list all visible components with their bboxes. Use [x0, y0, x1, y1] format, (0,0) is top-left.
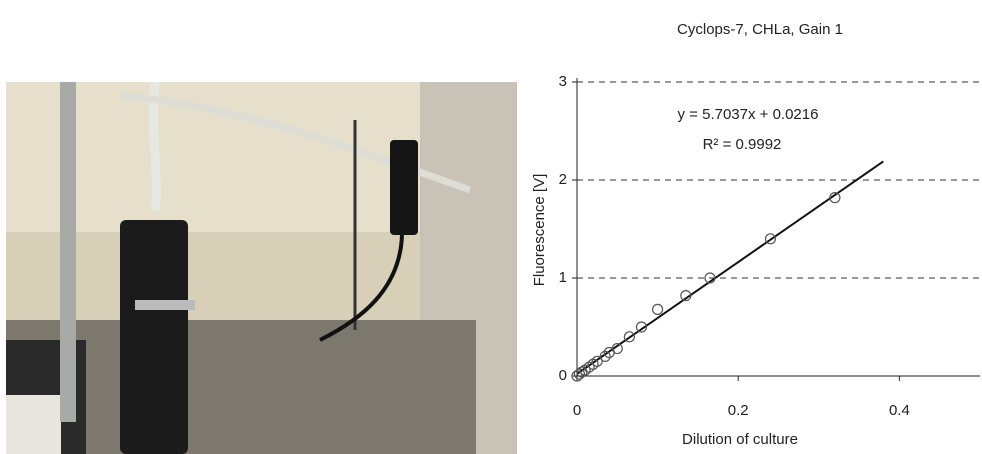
photo-sensor — [120, 220, 188, 454]
point — [599, 350, 611, 362]
point — [680, 290, 692, 302]
y-tick-label: 2 — [559, 171, 567, 188]
chart-title: Cyclops-7, CHLa, Gain 1 — [677, 21, 843, 38]
y-axis-label: Fluorescence [V] — [531, 174, 548, 287]
photo-sensor — [390, 140, 418, 235]
point — [635, 321, 648, 333]
photo-keyboard — [6, 395, 61, 454]
fit-line — [576, 160, 884, 375]
x-tick-label: 0.2 — [728, 402, 749, 419]
equation: y = 5.7037x + 0.0216 — [678, 106, 819, 123]
point — [573, 368, 586, 380]
y-tick-label: 3 — [559, 73, 567, 90]
x-tick-label: 0.4 — [889, 402, 910, 419]
point — [591, 355, 603, 367]
point — [764, 233, 777, 245]
y-tick-label: 1 — [559, 269, 567, 286]
photo — [6, 81, 517, 454]
photo-clamp — [135, 300, 195, 310]
r-squared: R² = 0.9992 — [703, 136, 782, 153]
point — [704, 272, 716, 284]
x-axis-label: Dilution of culture — [682, 431, 798, 448]
photo-rail — [60, 82, 76, 422]
point — [651, 303, 664, 315]
point — [623, 331, 635, 343]
x-tick-label: 0 — [573, 402, 581, 419]
photo-cable — [319, 234, 404, 342]
point — [829, 192, 841, 204]
y-tick-label: 0 — [559, 367, 567, 384]
point — [611, 342, 623, 355]
